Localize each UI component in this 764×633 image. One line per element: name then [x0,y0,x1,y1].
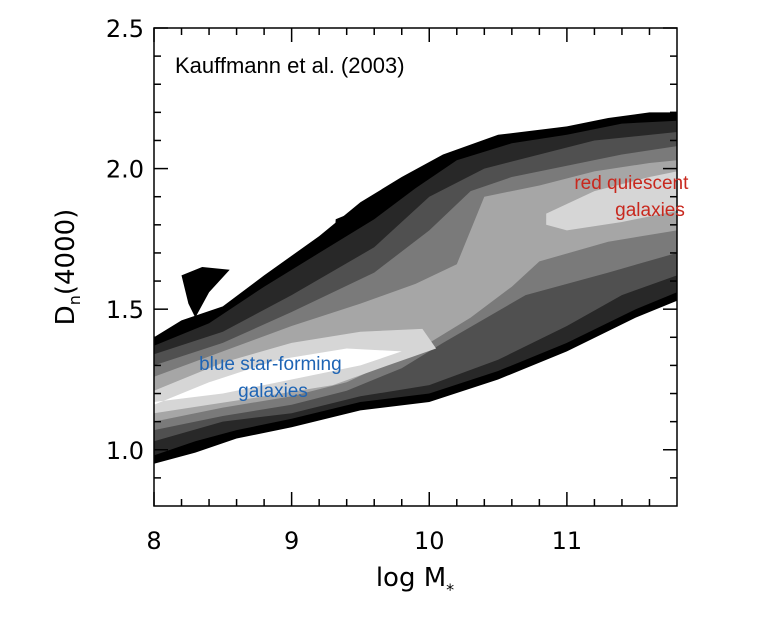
y-tick-label: 2.5 [106,15,144,43]
red-label-line1: red quiescent [574,173,689,194]
blue-label: blue star-forming galaxies [199,354,347,402]
red-label-line2: galaxies [615,200,685,221]
y-axis-title-rest: (4000) [51,209,81,295]
axis-ticks: 8 9 10 11 1.0 1.5 2.0 2.5 [106,15,677,555]
y-axis-title-main: D [51,305,81,325]
blue-label-line2: galaxies [238,381,308,402]
plot-frame [153,27,678,507]
x-tick-label: 8 [146,527,161,555]
x-tick-label: 11 [552,527,583,555]
y-axis-title-subscript: n [65,295,84,305]
x-axis-title-main: log M [376,563,446,593]
y-tick-label: 1.0 [106,437,144,465]
y-tick-label: 2.0 [106,156,144,184]
red-label: red quiescent galaxies [574,173,693,221]
y-tick-label: 1.5 [106,296,144,324]
citation-label: Kauffmann et al. (2003) [175,53,405,78]
contour-level-8 [546,171,677,231]
y-axis-title: Dn(4000) [51,209,84,326]
x-axis-title-subscript: * [446,580,454,599]
x-axis-title: log M* [376,563,454,599]
contour-level-9 [154,348,402,405]
x-tick-label: 9 [284,527,299,555]
blue-label-line1: blue star-forming [199,354,342,375]
contour-level-1 [181,267,230,318]
x-tick-label: 10 [414,527,445,555]
contour-levels [154,112,677,464]
